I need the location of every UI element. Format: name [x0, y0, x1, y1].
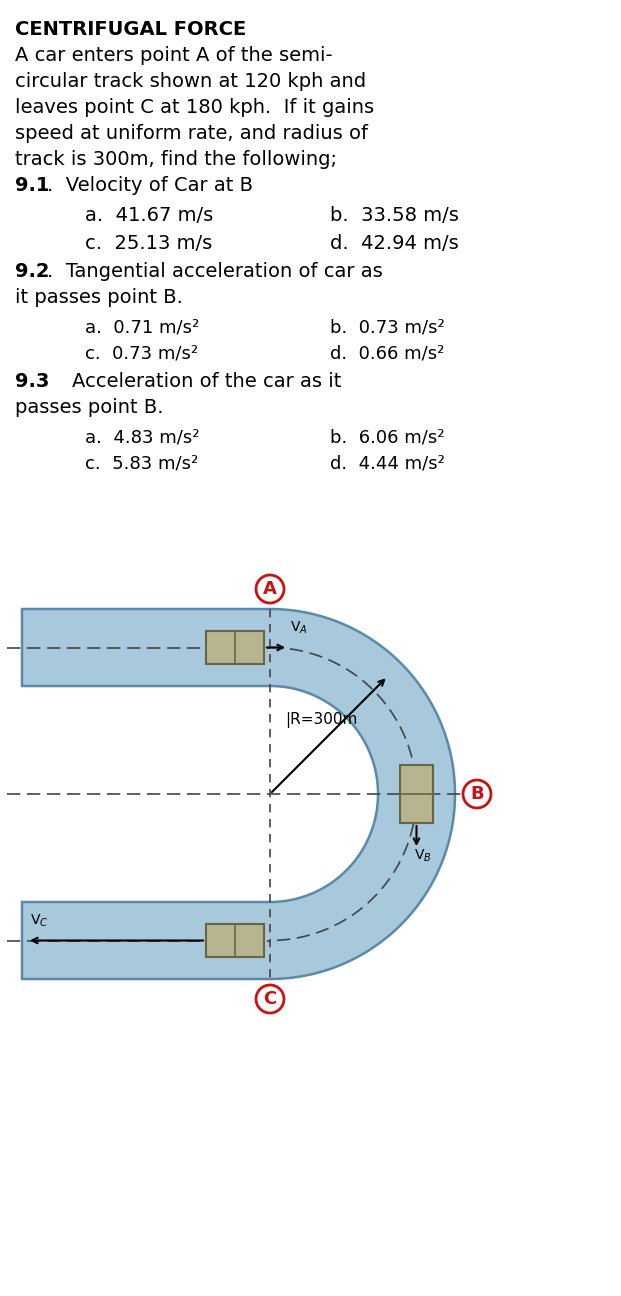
Text: CENTRIFUGAL FORCE: CENTRIFUGAL FORCE: [15, 19, 247, 39]
Text: d.  42.94 m/s: d. 42.94 m/s: [330, 235, 459, 253]
Text: a.  41.67 m/s: a. 41.67 m/s: [85, 206, 213, 226]
Text: V$_C$: V$_C$: [30, 912, 48, 929]
Text: 9.1: 9.1: [15, 176, 50, 194]
Text: c.  5.83 m/s²: c. 5.83 m/s²: [85, 454, 198, 472]
Text: b.  6.06 m/s²: b. 6.06 m/s²: [330, 428, 445, 446]
Text: .  Velocity of Car at B: . Velocity of Car at B: [47, 176, 253, 194]
Text: V$_B$: V$_B$: [414, 848, 432, 864]
Text: passes point B.: passes point B.: [15, 398, 163, 417]
Text: V$_A$: V$_A$: [290, 619, 307, 636]
Text: 9.2: 9.2: [15, 262, 50, 281]
Text: a.  4.83 m/s²: a. 4.83 m/s²: [85, 428, 199, 446]
Text: c.  25.13 m/s: c. 25.13 m/s: [85, 235, 212, 253]
Circle shape: [256, 575, 284, 603]
Text: |R=300m: |R=300m: [285, 712, 357, 728]
Text: B: B: [470, 785, 484, 804]
Text: A: A: [263, 581, 277, 597]
Text: A car enters point A of the semi-: A car enters point A of the semi-: [15, 45, 333, 65]
Text: b.  0.73 m/s²: b. 0.73 m/s²: [330, 318, 445, 336]
Text: Acceleration of the car as it: Acceleration of the car as it: [47, 372, 342, 391]
Text: speed at uniform rate, and radius of: speed at uniform rate, and radius of: [15, 124, 368, 143]
Circle shape: [256, 985, 284, 1013]
Text: .  Tangential acceleration of car as: . Tangential acceleration of car as: [47, 262, 383, 281]
Text: a.  0.71 m/s²: a. 0.71 m/s²: [85, 318, 199, 336]
Bar: [206, 924, 264, 956]
Circle shape: [463, 780, 491, 807]
Text: it passes point B.: it passes point B.: [15, 288, 183, 307]
Text: circular track shown at 120 kph and: circular track shown at 120 kph and: [15, 73, 366, 91]
Text: 9.3: 9.3: [15, 372, 50, 391]
Bar: [400, 765, 433, 823]
Text: c.  0.73 m/s²: c. 0.73 m/s²: [85, 343, 198, 362]
Text: track is 300m, find the following;: track is 300m, find the following;: [15, 150, 337, 168]
Text: d.  0.66 m/s²: d. 0.66 m/s²: [330, 343, 445, 362]
Polygon shape: [22, 609, 455, 978]
Text: C: C: [263, 990, 276, 1008]
Text: d.  4.44 m/s²: d. 4.44 m/s²: [330, 454, 445, 472]
Bar: [206, 631, 264, 664]
Text: leaves point C at 180 kph.  If it gains: leaves point C at 180 kph. If it gains: [15, 98, 374, 117]
Text: b.  33.58 m/s: b. 33.58 m/s: [330, 206, 459, 226]
